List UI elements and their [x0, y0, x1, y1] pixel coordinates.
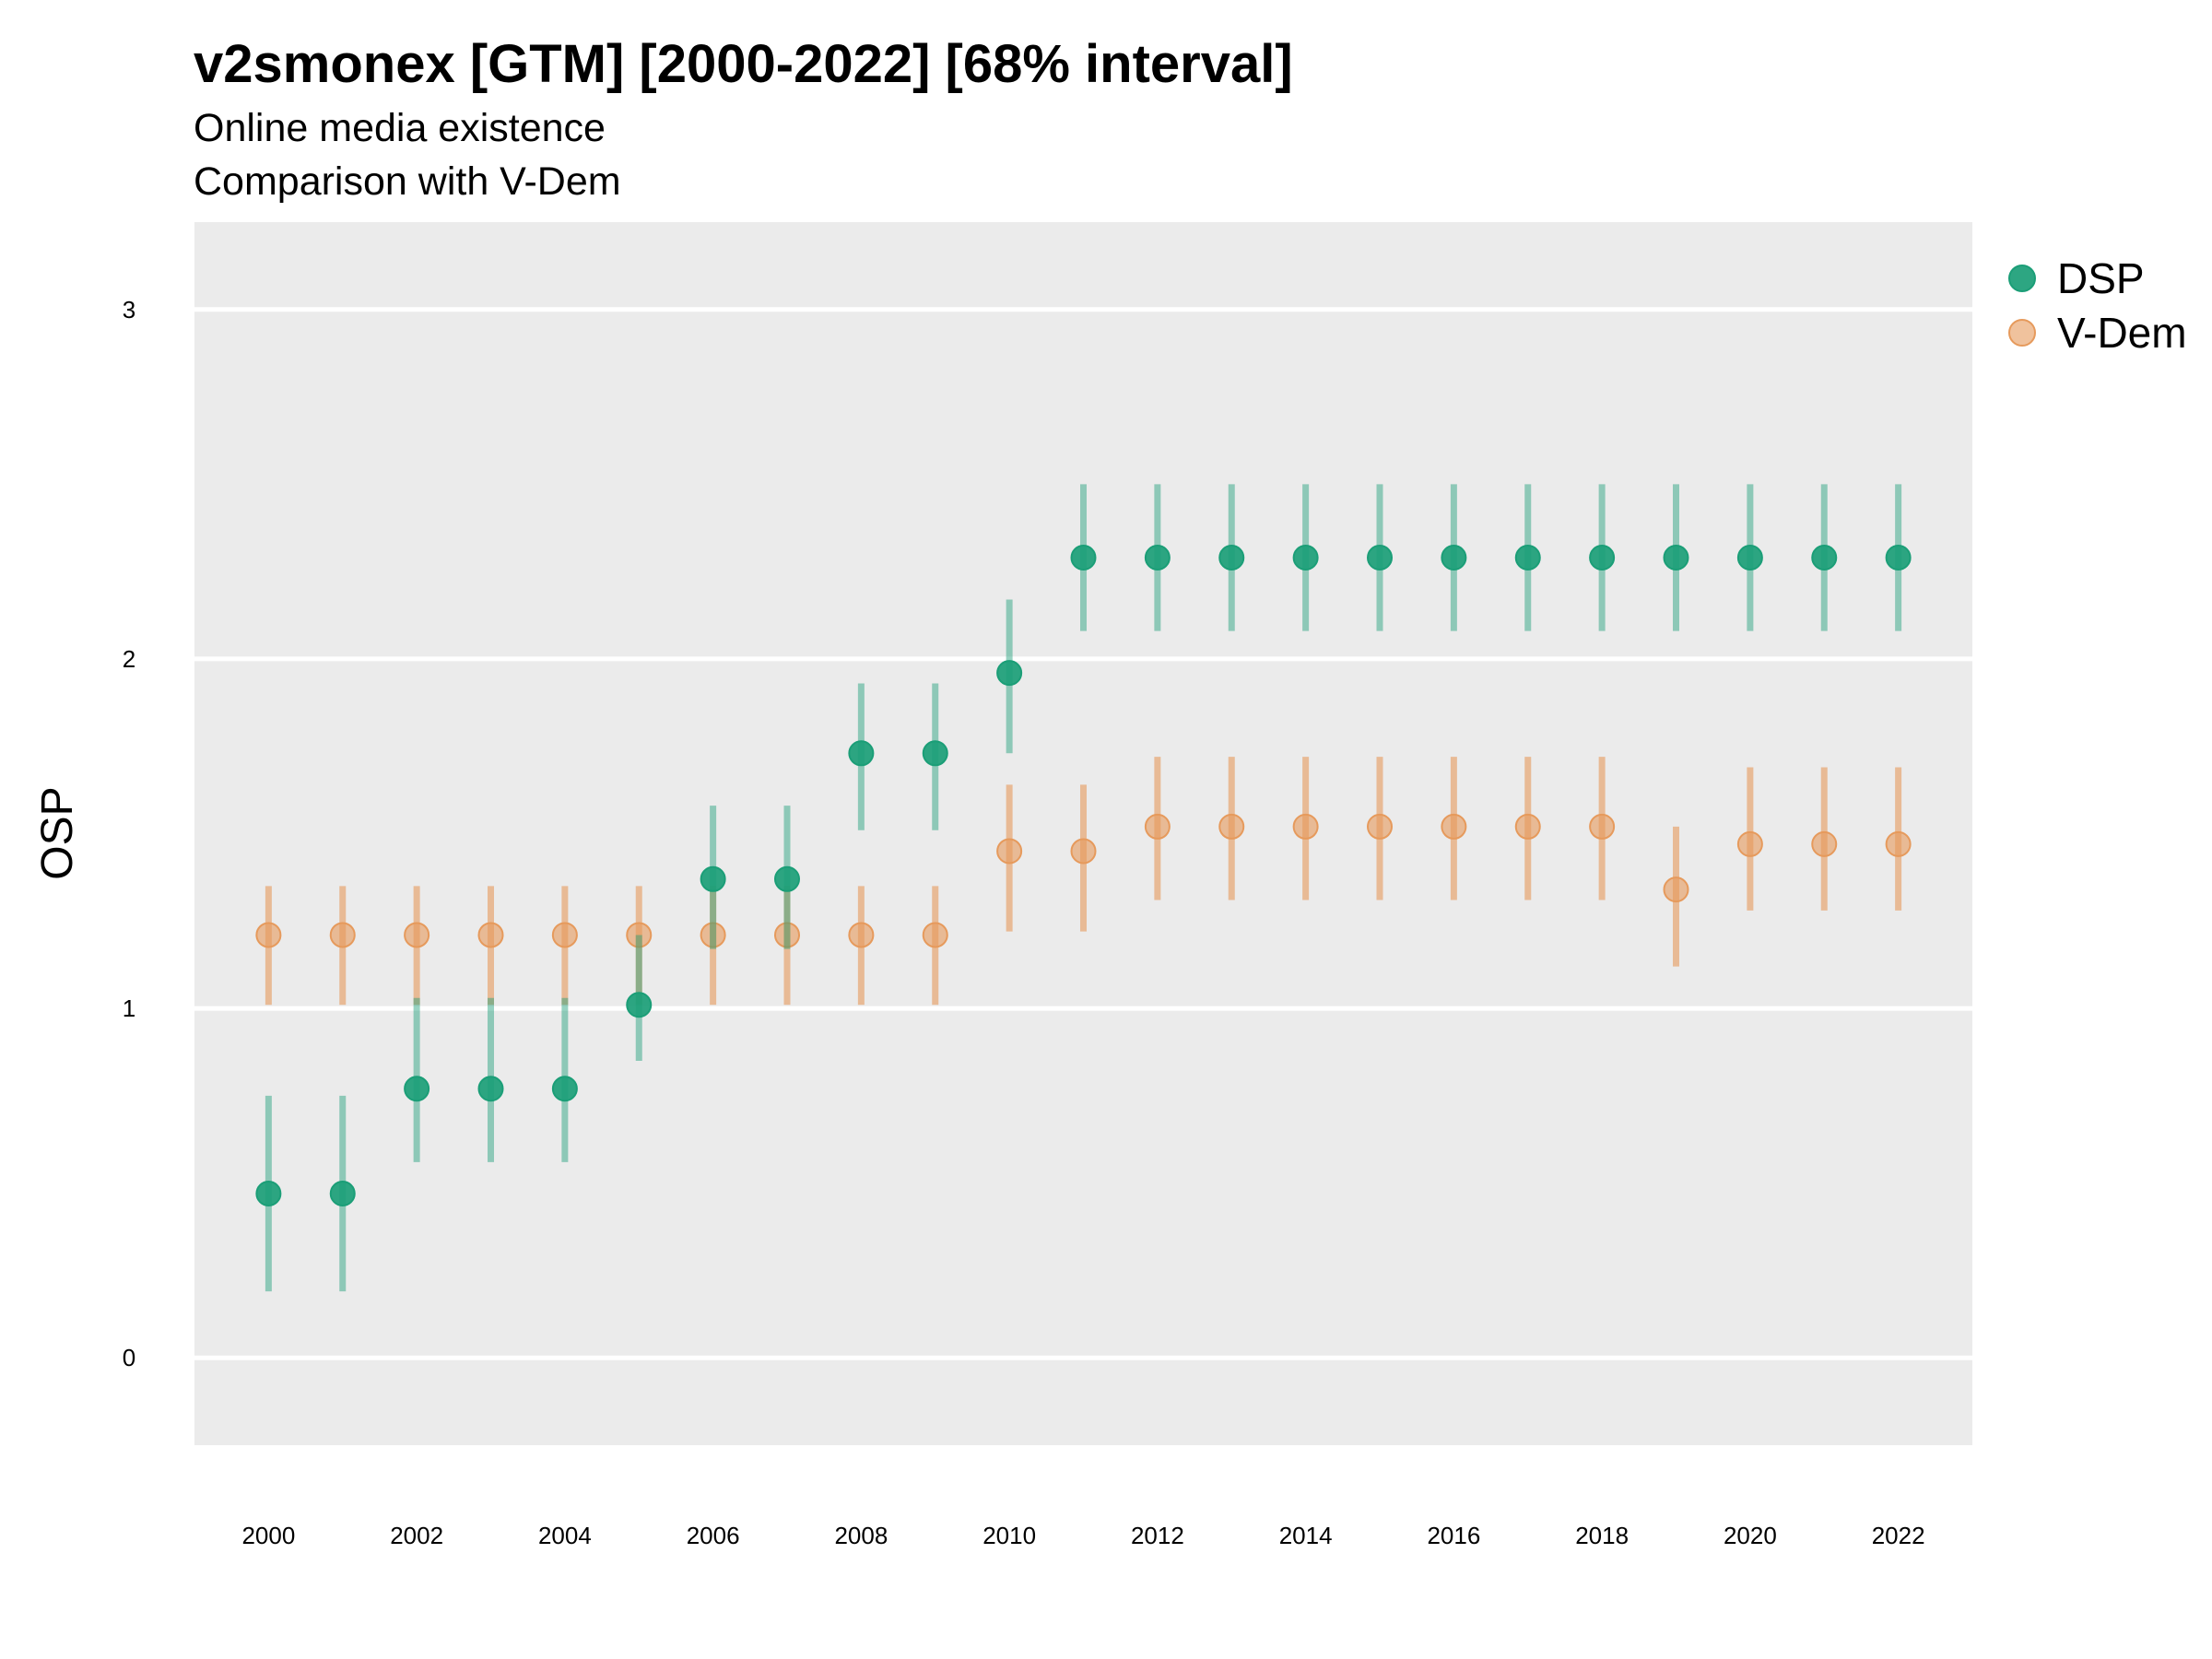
data-point — [922, 740, 948, 767]
data-point — [1663, 544, 1689, 571]
x-tick-label: 2000 — [241, 1522, 295, 1549]
data-point — [1441, 544, 1467, 571]
x-tick-label: 2010 — [982, 1522, 1036, 1549]
chart-subtitle: Online media existence — [194, 106, 606, 150]
legend: DSP V-Dem — [2008, 254, 2187, 357]
data-marks — [255, 484, 1912, 1292]
data-point — [1589, 813, 1616, 840]
y-tick-label: 3 — [123, 296, 135, 324]
data-point — [774, 865, 800, 892]
data-point — [1367, 813, 1393, 840]
data-point — [1589, 544, 1616, 571]
data-point — [1514, 544, 1541, 571]
x-tick-label: 2022 — [1872, 1522, 1925, 1549]
data-point — [922, 922, 948, 948]
x-axis-ticks: 2000 2002 2004 2006 2008 2010 2012 2014 2016 2018… — [241, 1522, 1924, 1549]
data-point — [255, 922, 282, 948]
chart-title: v2smonex [GTM] [2000-2022] [68% interval… — [194, 34, 1293, 94]
legend-key — [2008, 319, 2036, 347]
data-point — [1070, 838, 1097, 865]
data-point — [1736, 544, 1763, 571]
data-point — [329, 1181, 356, 1207]
x-tick-label: 2004 — [538, 1522, 592, 1549]
data-point — [700, 865, 726, 892]
data-point — [1885, 830, 1912, 857]
data-point — [404, 1076, 430, 1102]
data-point — [329, 922, 356, 948]
data-point — [1736, 830, 1763, 857]
x-tick-label: 2002 — [390, 1522, 443, 1549]
data-point — [848, 740, 875, 767]
data-point — [996, 838, 1023, 865]
data-point — [848, 922, 875, 948]
y-axis-ticks: 0 1 2 3 — [123, 296, 135, 1371]
data-point — [1367, 544, 1393, 571]
chart-caption: Comparison with V-Dem — [194, 159, 621, 204]
data-point — [996, 660, 1023, 687]
data-point — [1885, 544, 1912, 571]
data-point — [774, 922, 800, 948]
x-tick-label: 2012 — [1131, 1522, 1184, 1549]
legend-label: DSP — [2057, 254, 2145, 302]
data-point — [1292, 813, 1319, 840]
x-tick-label: 2018 — [1575, 1522, 1629, 1549]
legend-key — [2008, 265, 2036, 292]
data-point — [1514, 813, 1541, 840]
data-point — [1218, 813, 1245, 840]
x-tick-label: 2020 — [1724, 1522, 1777, 1549]
data-point — [700, 922, 726, 948]
data-point — [1663, 877, 1689, 903]
series-v-dem — [255, 757, 1912, 1006]
data-point — [1144, 813, 1171, 840]
data-point — [255, 1181, 282, 1207]
data-point — [1292, 544, 1319, 571]
y-tick-label: 1 — [123, 994, 135, 1022]
x-tick-label: 2016 — [1427, 1522, 1480, 1549]
y-tick-label: 0 — [123, 1344, 135, 1371]
y-axis-title: OSP — [33, 786, 82, 879]
x-tick-label: 2008 — [834, 1522, 888, 1549]
data-point — [626, 922, 653, 948]
data-point — [1070, 544, 1097, 571]
y-tick-label: 2 — [123, 645, 135, 673]
data-point — [551, 922, 578, 948]
x-tick-label: 2014 — [1279, 1522, 1333, 1549]
data-point — [1811, 830, 1838, 857]
data-point — [551, 1076, 578, 1102]
data-point — [1441, 813, 1467, 840]
grid-lines — [153, 307, 1972, 1360]
data-point — [1144, 544, 1171, 571]
series-dsp — [255, 484, 1912, 1292]
data-point — [1218, 544, 1245, 571]
data-point — [404, 922, 430, 948]
data-point — [477, 1076, 504, 1102]
x-tick-label: 2006 — [687, 1522, 740, 1549]
data-point — [1811, 544, 1838, 571]
legend-label: V-Dem — [2057, 309, 2187, 357]
data-point — [626, 992, 653, 1018]
data-point — [477, 922, 504, 948]
